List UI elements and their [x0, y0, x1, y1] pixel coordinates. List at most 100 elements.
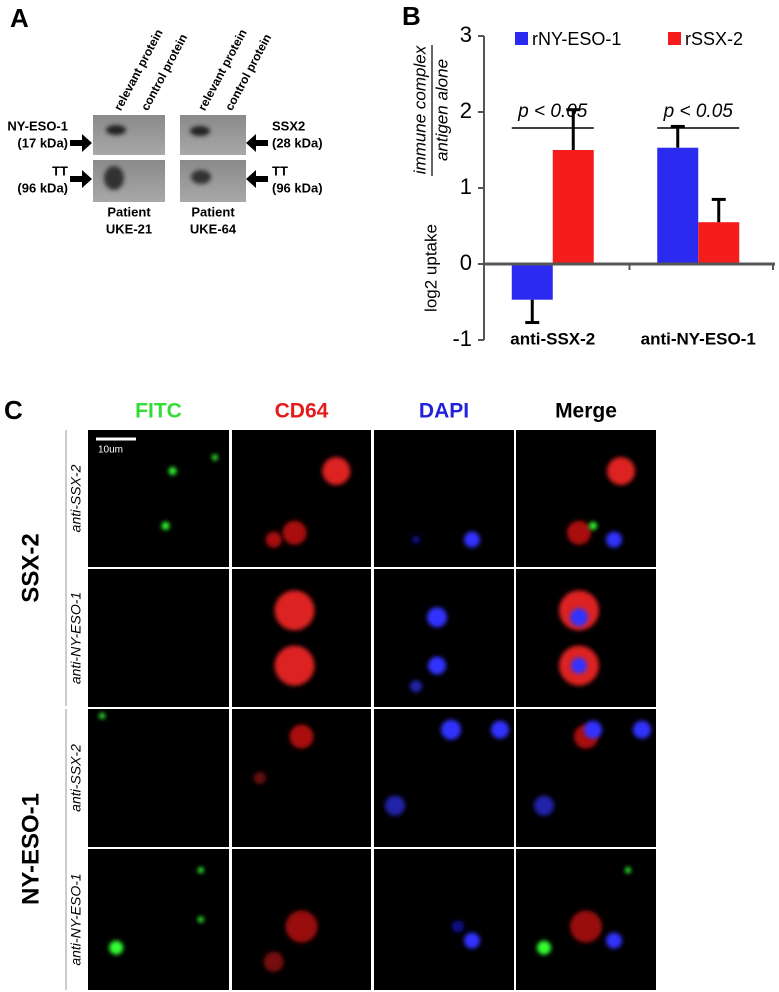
- blot: [180, 160, 246, 202]
- legend-swatch: [668, 32, 681, 45]
- micrograph: [516, 430, 656, 567]
- band-label: (96 kDa): [272, 180, 323, 195]
- y-tick-label: 0: [460, 250, 472, 275]
- cell-signal: [464, 531, 480, 548]
- group-label: SSX-2: [17, 533, 44, 602]
- patient-label: Patient: [107, 204, 151, 219]
- band-label: TT: [52, 163, 68, 178]
- band-label: (17 kDa): [17, 135, 68, 150]
- micrograph: [374, 430, 514, 567]
- patient-label: UKE-21: [106, 221, 152, 236]
- row-label: anti-SSX-2: [68, 464, 84, 532]
- cell-signal: [534, 795, 554, 816]
- cell-signal: [491, 720, 509, 739]
- annotation: p < 0.05: [517, 101, 588, 122]
- y-tick-label: -1: [452, 326, 472, 351]
- band: [106, 125, 126, 135]
- y-axis-label-numerator: immune complex: [410, 45, 429, 174]
- legend-label: rSSX-2: [685, 29, 743, 49]
- y-axis-label-denominator: antigen alone: [432, 59, 451, 161]
- micrograph: [88, 569, 229, 707]
- cell-signal: [570, 910, 602, 943]
- cell-signal: [589, 521, 597, 530]
- blot: [180, 115, 246, 155]
- y-tick-label: 2: [460, 98, 472, 123]
- band-label: NY-ESO-1: [7, 118, 68, 133]
- cell-signal: [285, 910, 318, 943]
- micrograph: [374, 849, 514, 990]
- bar: [657, 147, 699, 264]
- y-axis-label: log2 uptake: [421, 224, 440, 312]
- row-label: anti-NY-ESO-1: [68, 592, 84, 684]
- error-bar: [566, 108, 581, 150]
- row-label: anti-NY-ESO-1: [68, 873, 84, 965]
- arrow: [70, 170, 92, 188]
- channel-label: Merge: [555, 400, 617, 423]
- cell-signal: [197, 867, 204, 874]
- micrograph: [88, 430, 229, 567]
- group-label: NY-ESO-1: [17, 793, 44, 905]
- channel-label: CD64: [275, 400, 329, 423]
- cell-signal: [571, 657, 587, 674]
- band: [191, 170, 211, 184]
- legend-label: rNY-ESO-1: [532, 29, 621, 49]
- cell-signal: [197, 916, 204, 923]
- patient-label: Patient: [191, 204, 235, 219]
- cell-signal: [625, 867, 631, 874]
- micrograph: [88, 849, 229, 990]
- band-label: SSX2: [272, 118, 305, 133]
- patient-label: UKE-64: [190, 221, 237, 236]
- channel-label: DAPI: [419, 400, 469, 423]
- micrograph: [516, 569, 656, 707]
- band-label: TT: [272, 163, 288, 178]
- cell-signal: [168, 467, 177, 476]
- panel-letter: A: [10, 3, 29, 33]
- arrow: [70, 134, 92, 152]
- cell-signal: [428, 656, 446, 675]
- blots: [70, 115, 268, 202]
- error-bar: [711, 197, 726, 223]
- cell-signal: [607, 457, 635, 486]
- error-bar: [525, 299, 540, 325]
- panel-letter: B: [402, 1, 421, 31]
- cell-signal: [99, 712, 106, 719]
- band: [190, 126, 210, 136]
- cell-signal: [274, 590, 315, 631]
- cell-signal: [570, 608, 588, 627]
- bar: [698, 222, 740, 264]
- bar: [511, 264, 553, 300]
- band-label: (96 kDa): [17, 180, 68, 195]
- micrograph: [232, 430, 371, 567]
- scale-bar-label: 10um: [98, 445, 123, 456]
- y-tick-label: 3: [460, 22, 472, 47]
- bar: [552, 150, 594, 264]
- arrow: [246, 170, 268, 188]
- panel-letter: C: [4, 395, 23, 425]
- cell-signal: [282, 520, 307, 545]
- annotation: p < 0.05: [663, 101, 734, 122]
- cell-signal: [253, 772, 266, 784]
- cell-signal: [633, 720, 651, 739]
- channel-label: FITC: [135, 400, 182, 423]
- error-bar: [670, 124, 685, 148]
- blot: [93, 115, 165, 155]
- micrograph: [374, 569, 514, 707]
- blot: [93, 160, 165, 202]
- micrograph: [232, 569, 371, 707]
- x-tick-label: anti-SSX-2: [510, 329, 595, 348]
- cell-signal: [441, 719, 461, 740]
- band: [104, 166, 124, 190]
- cell-signal: [452, 920, 464, 933]
- cell-signal: [274, 645, 315, 686]
- y-tick-label: 1: [460, 174, 472, 199]
- cell-signal: [606, 531, 622, 548]
- cell-signal: [410, 680, 422, 693]
- band-label: (28 kDa): [272, 135, 323, 150]
- cell-signal: [109, 940, 124, 955]
- micrograph: [88, 709, 229, 847]
- x-tick-label: anti-NY-ESO-1: [641, 329, 756, 348]
- cell-signal: [567, 520, 591, 545]
- cell-signal: [584, 720, 602, 739]
- cell-signal: [464, 932, 480, 949]
